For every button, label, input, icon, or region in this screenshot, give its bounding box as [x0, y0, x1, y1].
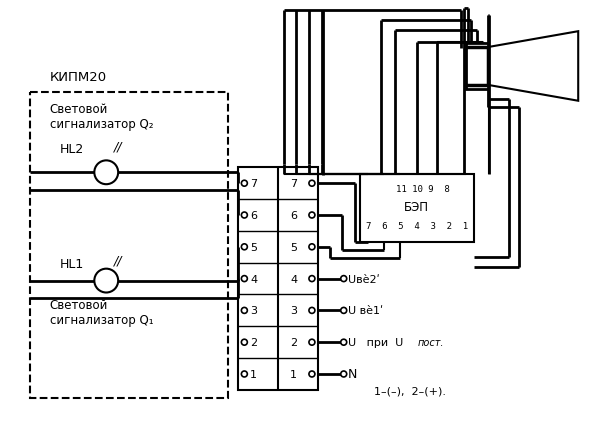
Text: 2: 2 — [290, 337, 297, 347]
Text: 3: 3 — [250, 306, 257, 316]
Text: HL1: HL1 — [59, 257, 84, 270]
Text: Uвѐ2ʹ: Uвѐ2ʹ — [347, 274, 379, 284]
Text: 7: 7 — [250, 179, 257, 189]
Text: 7  6  5  4  3  2  1: 7 6 5 4 3 2 1 — [365, 222, 468, 231]
Text: 6: 6 — [250, 210, 257, 220]
Bar — [238, 168, 318, 390]
Text: 11 10 9  8: 11 10 9 8 — [395, 184, 449, 193]
Text: //: // — [114, 254, 122, 267]
Text: Световой: Световой — [50, 299, 108, 312]
Circle shape — [241, 181, 247, 187]
Text: БЭП: БЭП — [404, 200, 429, 213]
Circle shape — [241, 276, 247, 282]
Text: сигнализатор Q₁: сигнализатор Q₁ — [50, 314, 153, 327]
Circle shape — [309, 213, 315, 218]
Text: 4: 4 — [250, 274, 257, 284]
Circle shape — [309, 339, 315, 345]
Circle shape — [341, 308, 347, 314]
Circle shape — [309, 308, 315, 314]
Text: 2: 2 — [250, 337, 257, 347]
Circle shape — [341, 339, 347, 345]
Bar — [359, 175, 474, 242]
Text: HL2: HL2 — [59, 143, 84, 156]
Circle shape — [309, 371, 315, 377]
Circle shape — [241, 371, 247, 377]
Text: Световой: Световой — [50, 102, 108, 115]
Circle shape — [94, 161, 118, 185]
Circle shape — [309, 181, 315, 187]
Text: 7: 7 — [290, 179, 297, 189]
Text: N: N — [347, 368, 357, 381]
Text: 4: 4 — [290, 274, 297, 284]
Circle shape — [309, 244, 315, 250]
Text: 3: 3 — [290, 306, 297, 316]
Circle shape — [241, 244, 247, 250]
Bar — [466, 44, 488, 89]
Circle shape — [241, 213, 247, 218]
Circle shape — [94, 269, 118, 293]
Text: 1–(–),  2–(+).: 1–(–), 2–(+). — [374, 386, 446, 396]
Circle shape — [341, 276, 347, 282]
Circle shape — [341, 371, 347, 377]
Text: КИПМ20: КИПМ20 — [50, 71, 107, 84]
Text: пост.: пост. — [417, 337, 444, 347]
Circle shape — [309, 276, 315, 282]
Text: 1: 1 — [290, 369, 297, 379]
Text: сигнализатор Q₂: сигнализатор Q₂ — [50, 117, 153, 130]
Circle shape — [241, 308, 247, 314]
Text: 1: 1 — [250, 369, 257, 379]
Text: 5: 5 — [250, 242, 257, 252]
Text: U вѐ1ʹ: U вѐ1ʹ — [347, 306, 383, 316]
Text: 6: 6 — [290, 210, 297, 220]
Text: //: // — [114, 140, 122, 153]
Bar — [30, 92, 229, 398]
Text: U   при  U: U при U — [347, 337, 406, 347]
Text: 5: 5 — [290, 242, 297, 252]
Circle shape — [241, 339, 247, 345]
